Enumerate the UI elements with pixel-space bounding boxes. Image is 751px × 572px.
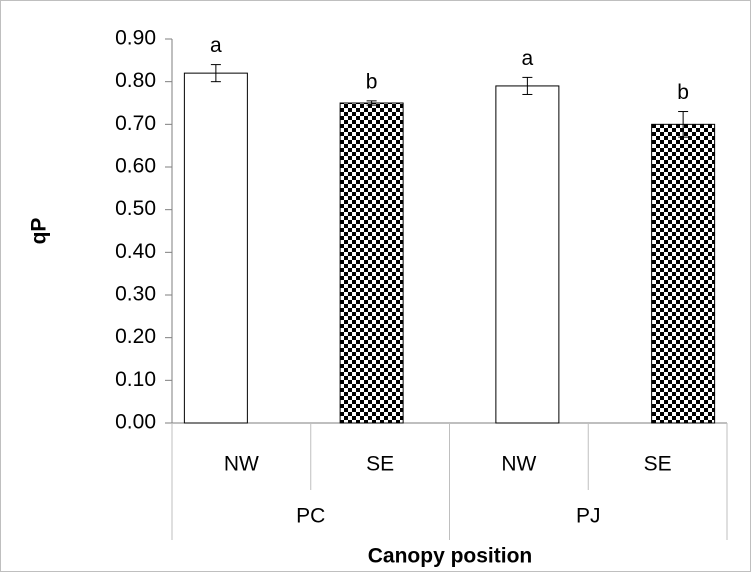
- annotation: a: [210, 34, 222, 57]
- bar: [183, 72, 248, 424]
- y-tick-label: 0.20: [115, 325, 156, 348]
- annotation: b: [677, 81, 689, 104]
- bar: [339, 102, 404, 424]
- error-bar: [678, 111, 689, 138]
- x-tick-label: SE: [366, 453, 394, 476]
- y-tick-label: 0.40: [115, 240, 156, 263]
- y-tick-label: 0.80: [115, 69, 156, 92]
- x-tick-label: SE: [644, 453, 672, 476]
- bar: [495, 85, 560, 424]
- x-tick-label: NW: [501, 453, 536, 476]
- bar: [651, 123, 716, 424]
- y-tick-label: 0.50: [115, 197, 156, 220]
- y-axis-label: qP: [28, 218, 51, 245]
- y-tick-label: 0.30: [115, 283, 156, 306]
- error-bar: [210, 64, 221, 83]
- y-tick-label: 0.70: [115, 112, 156, 135]
- x-axis-label: Canopy position: [368, 545, 533, 568]
- y-tick-label: 0.10: [115, 368, 156, 391]
- group-label: PC: [296, 505, 325, 528]
- y-tick-label: 0.90: [115, 27, 156, 50]
- error-bar: [366, 100, 377, 106]
- y-tick-label: 0.60: [115, 155, 156, 178]
- annotation: b: [366, 70, 378, 93]
- error-bar: [522, 76, 533, 95]
- x-tick-label: NW: [224, 453, 259, 476]
- annotation: a: [522, 47, 534, 70]
- y-tick-label: 0.00: [115, 411, 156, 434]
- group-label: PJ: [576, 505, 601, 528]
